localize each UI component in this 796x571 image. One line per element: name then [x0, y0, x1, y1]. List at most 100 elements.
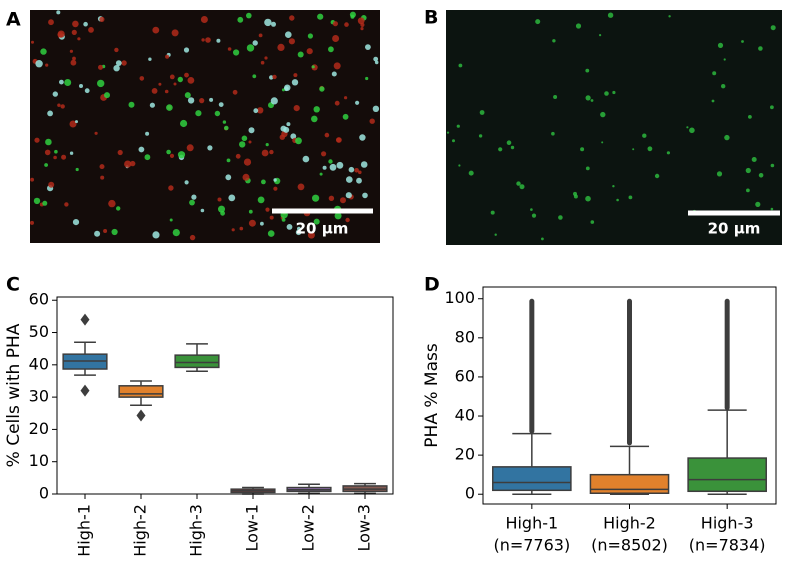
cell [33, 197, 41, 205]
cell [124, 160, 132, 168]
y-tick-label: 100 [444, 288, 475, 307]
cell [271, 21, 276, 27]
cell [329, 163, 337, 171]
cell [319, 172, 323, 176]
y-tick-label: 10 [29, 451, 49, 470]
cell [535, 19, 541, 25]
cell [264, 56, 268, 60]
cell [99, 164, 105, 170]
cell [75, 120, 78, 124]
cell [552, 39, 556, 43]
cell [261, 149, 269, 157]
cell [44, 163, 48, 167]
cell [770, 163, 775, 168]
panel-label: D [424, 274, 440, 296]
cell [99, 16, 105, 22]
cell [184, 92, 191, 99]
cell [232, 89, 238, 95]
x-tick-sublabel: (n=8502) [591, 536, 668, 555]
cell [235, 153, 241, 159]
cell [585, 95, 591, 101]
cell [345, 217, 350, 223]
cell [632, 148, 635, 151]
cell [75, 167, 79, 172]
panel-label: A [6, 9, 21, 31]
y-tick-label: 60 [29, 290, 49, 309]
cell [345, 192, 352, 199]
cell [228, 194, 236, 202]
cell [306, 48, 313, 55]
cell [612, 185, 615, 188]
cell [113, 65, 120, 72]
cell [269, 149, 274, 155]
cell [331, 71, 337, 77]
cell [248, 209, 253, 214]
cell [748, 115, 752, 119]
cell [333, 62, 341, 70]
cell [226, 158, 231, 163]
cell [218, 205, 225, 213]
cell [516, 181, 521, 186]
cell [285, 31, 292, 38]
cell [770, 105, 774, 110]
cell [138, 146, 145, 153]
cell [336, 137, 341, 143]
cell [72, 219, 80, 226]
cell [332, 21, 338, 27]
cell [616, 198, 619, 202]
micrograph-background [30, 10, 380, 243]
x-tick-label: Low-3 [355, 504, 374, 551]
cell [152, 231, 160, 239]
panel-label: B [424, 7, 438, 29]
cell [654, 173, 660, 179]
cell [357, 17, 365, 25]
cell [291, 79, 299, 86]
cell [115, 60, 122, 66]
cell [260, 221, 264, 226]
cell [257, 196, 265, 204]
cell [128, 101, 135, 108]
cell [130, 160, 136, 167]
cell [723, 58, 726, 61]
cell [239, 141, 246, 148]
cell [177, 151, 186, 159]
cell [98, 64, 103, 70]
cell [288, 38, 295, 45]
micrograph-a [30, 10, 380, 243]
cell [45, 63, 49, 67]
cell [312, 194, 320, 202]
cell [184, 72, 189, 78]
cell [60, 104, 65, 109]
cell [94, 131, 98, 135]
cell [72, 20, 79, 28]
y-tick-label: 20 [455, 445, 475, 464]
cell [103, 229, 108, 233]
x-tick-label: High-3 [701, 514, 754, 533]
cell [328, 159, 333, 164]
cell [307, 231, 315, 239]
cell [340, 197, 346, 204]
x-tick-label: High-3 [187, 504, 206, 557]
cell [69, 120, 77, 128]
cell [169, 218, 173, 222]
cell [258, 33, 263, 38]
cell [227, 47, 232, 51]
cell [248, 127, 255, 134]
cell [755, 201, 761, 207]
cell [458, 164, 461, 167]
cell [242, 173, 250, 181]
cell [456, 124, 460, 128]
cell [590, 220, 595, 224]
cell [745, 167, 751, 174]
box [492, 466, 572, 492]
cell [186, 144, 194, 152]
cell [286, 122, 291, 127]
x-tick-label: High-2 [603, 514, 656, 533]
y-tick-label: 20 [29, 419, 49, 438]
cell [724, 134, 730, 141]
cell [478, 134, 483, 138]
cell [214, 110, 221, 117]
cell [35, 60, 43, 68]
cell [580, 147, 585, 152]
cell [770, 207, 774, 211]
